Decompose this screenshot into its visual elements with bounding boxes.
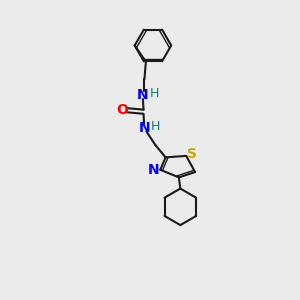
Text: O: O (116, 103, 128, 117)
Text: N: N (137, 88, 149, 102)
Text: N: N (138, 121, 150, 135)
Text: H: H (151, 120, 160, 133)
Text: H: H (149, 87, 159, 100)
Text: N: N (148, 163, 160, 177)
Text: S: S (187, 146, 196, 161)
